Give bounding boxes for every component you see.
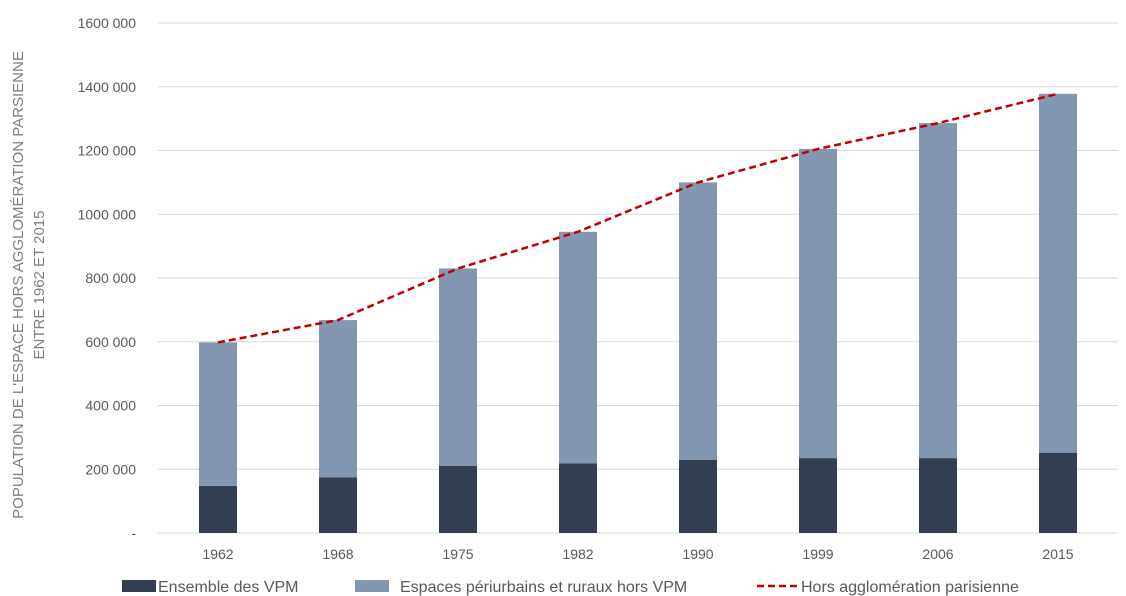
y-axis-label-line2: ENTRE 1962 ET 2015: [31, 211, 48, 360]
x-tick-label: 1990: [682, 546, 713, 562]
y-axis-ticks: - 200 000 400 000 600 000 800 000 1000 000 120…: [78, 15, 137, 541]
line-series: [217, 92, 1059, 344]
x-tick-label: 1962: [202, 546, 233, 562]
bar-vpm-1982: [559, 463, 597, 533]
legend: Ensemble des VPM Espaces périurbains et r…: [122, 579, 1019, 596]
bar-periurbain-1982: [559, 231, 597, 464]
y-axis-label-line1: POPULATION DE L'ESPACE HORS AGGLOMÉRATIO…: [10, 51, 27, 519]
x-tick-label: 1999: [802, 546, 833, 562]
legend-label-0: Ensemble des VPM: [158, 579, 299, 596]
y-tick-label: 800 000: [85, 270, 136, 286]
legend-label-2: Hors agglomération parisienne: [801, 579, 1019, 596]
bar-periurbain-1962: [199, 342, 237, 486]
y-tick-label: 600 000: [85, 334, 136, 350]
x-tick-label: 1968: [322, 546, 353, 562]
bar-vpm-1975: [439, 465, 477, 533]
bar-periurbain-2006: [919, 123, 957, 459]
y-tick-label: -: [131, 525, 136, 541]
bar-periurbain-2015: [1039, 93, 1077, 453]
bar-vpm-1999: [799, 458, 837, 533]
bar-vpm-2006: [919, 458, 957, 533]
bar-periurbain-1968: [319, 320, 357, 478]
x-tick-label: 1975: [442, 546, 473, 562]
y-tick-label: 200 000: [85, 461, 136, 477]
y-tick-label: 400 000: [85, 398, 136, 414]
bars: [199, 93, 1077, 533]
x-tick-label: 1982: [562, 546, 593, 562]
x-tick-label: 2006: [922, 546, 953, 562]
bar-periurbain-1999: [799, 148, 837, 459]
bar-vpm-1968: [319, 477, 357, 533]
bar-vpm-1990: [679, 459, 717, 533]
gridlines: [158, 22, 1118, 534]
bar-vpm-2015: [1039, 452, 1077, 533]
legend-swatch-1: [355, 580, 389, 592]
legend-swatch-0: [122, 580, 156, 592]
line-hors-agglomeration: [217, 92, 1059, 344]
y-tick-label: 1600 000: [78, 15, 137, 31]
x-tick-label: 2015: [1042, 546, 1073, 562]
y-tick-label: 1200 000: [78, 143, 137, 159]
x-axis-ticks: 1962 1968 1975 1982 1990 1999 2006 2015: [202, 546, 1073, 562]
bar-periurbain-1975: [439, 268, 477, 466]
y-tick-label: 1400 000: [78, 79, 137, 95]
y-tick-label: 1000 000: [78, 206, 137, 222]
bar-vpm-1962: [199, 485, 237, 533]
legend-label-1: Espaces périurbains et ruraux hors VPM: [400, 579, 687, 596]
y-axis-label: POPULATION DE L'ESPACE HORS AGGLOMÉRATIO…: [10, 51, 48, 519]
bar-periurbain-1990: [679, 182, 717, 460]
